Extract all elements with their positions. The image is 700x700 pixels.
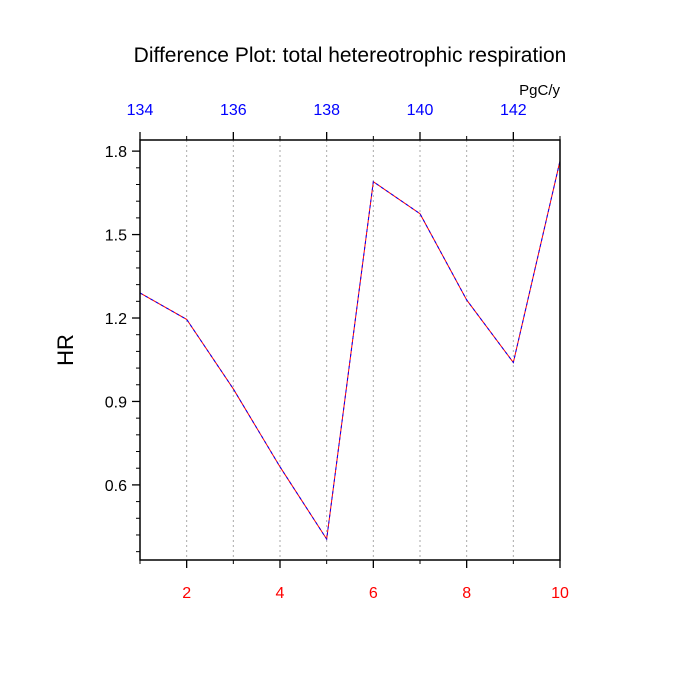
series-layer <box>139 160 561 541</box>
top-tick-label: 134 <box>127 102 154 119</box>
series-line-red <box>139 160 561 541</box>
axes <box>139 139 561 561</box>
units-label: PgC/y <box>519 82 560 99</box>
y-tick-label: 1.8 <box>105 144 127 161</box>
y-axis-label: HR <box>53 334 78 366</box>
tick-labels: 0.6 0.9 1.2 1.5 1.8 2 4 6 8 10 134 136 138 140 142 <box>105 102 569 602</box>
x-tick-label: 2 <box>182 585 191 602</box>
y-tick-label: 1.2 <box>105 311 127 328</box>
x-tick-label: 10 <box>551 585 569 602</box>
y-tick-label: 0.6 <box>105 478 127 495</box>
x-tick-label: 4 <box>276 585 285 602</box>
chart-title: Difference Plot: total hetereotrophic re… <box>134 44 567 67</box>
top-tick-label: 140 <box>407 102 434 119</box>
series-line-blue <box>139 160 561 541</box>
top-tick-label: 142 <box>500 102 527 119</box>
y-tick-label: 1.5 <box>105 228 127 245</box>
plot-frame <box>139 139 561 561</box>
top-tick-label: 136 <box>220 102 247 119</box>
x-tick-label: 8 <box>462 585 471 602</box>
y-tick-label: 0.9 <box>105 394 127 411</box>
x-tick-label: 6 <box>369 585 378 602</box>
tick-marks <box>132 132 561 568</box>
top-tick-label: 138 <box>313 102 340 119</box>
grid-lines <box>186 140 514 560</box>
